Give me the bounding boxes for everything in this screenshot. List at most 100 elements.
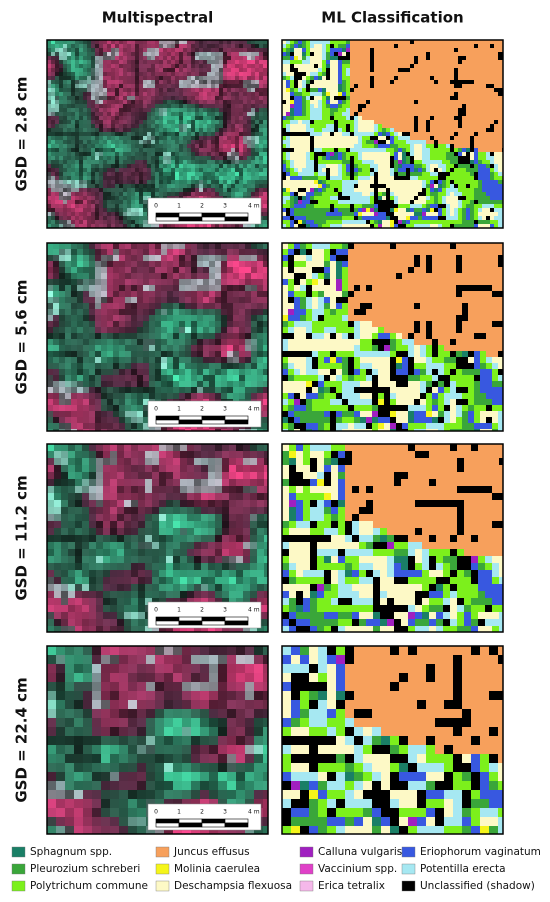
pixel bbox=[414, 84, 418, 88]
pixel bbox=[430, 64, 434, 68]
pixel bbox=[255, 140, 259, 144]
pixel bbox=[382, 188, 386, 192]
pixel bbox=[123, 84, 127, 88]
pixel bbox=[79, 152, 83, 156]
pixel bbox=[115, 156, 119, 160]
pixel bbox=[354, 152, 358, 156]
pixel bbox=[470, 204, 474, 208]
pixel bbox=[247, 100, 251, 104]
pixel bbox=[143, 76, 147, 80]
pixel bbox=[446, 164, 450, 168]
pixel bbox=[490, 184, 494, 188]
pixel bbox=[235, 72, 239, 76]
pixel bbox=[322, 40, 326, 44]
pixel bbox=[239, 48, 243, 52]
pixel bbox=[59, 180, 63, 184]
pixel bbox=[462, 204, 466, 208]
pixel bbox=[95, 84, 99, 88]
pixel bbox=[490, 52, 494, 56]
pixel bbox=[326, 200, 330, 204]
pixel bbox=[326, 100, 330, 104]
pixel bbox=[298, 140, 302, 144]
pixel bbox=[199, 224, 203, 228]
pixel bbox=[151, 56, 155, 60]
pixel bbox=[350, 180, 354, 184]
pixel bbox=[99, 168, 103, 172]
pixel bbox=[430, 188, 434, 192]
pixel bbox=[207, 172, 211, 176]
pixel bbox=[426, 104, 430, 108]
pixel bbox=[410, 40, 414, 44]
pixel bbox=[199, 56, 203, 60]
pixel bbox=[55, 200, 59, 204]
pixel bbox=[155, 192, 159, 196]
pixel bbox=[263, 96, 267, 100]
pixel bbox=[139, 44, 143, 48]
pixel bbox=[175, 112, 179, 116]
pixel bbox=[478, 172, 482, 176]
pixel bbox=[330, 56, 334, 60]
pixel bbox=[426, 116, 430, 120]
pixel bbox=[326, 172, 330, 176]
pixel bbox=[354, 96, 358, 100]
pixel bbox=[67, 140, 71, 144]
pixel bbox=[263, 108, 267, 112]
pixel bbox=[115, 196, 119, 200]
pixel bbox=[378, 140, 382, 144]
pixel bbox=[215, 188, 219, 192]
pixel bbox=[243, 120, 247, 124]
pixel bbox=[470, 92, 474, 96]
pixel bbox=[474, 112, 478, 116]
pixel bbox=[255, 48, 259, 52]
pixel bbox=[482, 204, 486, 208]
pixel bbox=[47, 168, 51, 172]
pixel bbox=[486, 176, 490, 180]
pixel bbox=[251, 64, 255, 68]
pixel bbox=[203, 144, 207, 148]
pixel bbox=[135, 140, 139, 144]
pixel bbox=[438, 40, 442, 44]
pixel bbox=[67, 200, 71, 204]
pixel bbox=[438, 124, 442, 128]
pixel bbox=[362, 72, 366, 76]
pixel bbox=[115, 192, 119, 196]
pixel bbox=[318, 56, 322, 60]
pixel bbox=[139, 112, 143, 116]
pixel bbox=[302, 40, 306, 44]
pixel bbox=[135, 112, 139, 116]
pixel bbox=[482, 152, 486, 156]
pixel bbox=[151, 188, 155, 192]
pixel bbox=[402, 104, 406, 108]
pixel bbox=[171, 108, 175, 112]
pixel bbox=[306, 60, 310, 64]
pixel bbox=[454, 40, 458, 44]
pixel bbox=[99, 56, 103, 60]
pixel bbox=[251, 124, 255, 128]
pixel bbox=[378, 68, 382, 72]
pixel bbox=[107, 68, 111, 72]
pixel bbox=[322, 144, 326, 148]
pixel bbox=[378, 64, 382, 68]
pixel bbox=[131, 184, 135, 188]
pixel bbox=[183, 68, 187, 72]
pixel bbox=[350, 200, 354, 204]
pixel bbox=[79, 192, 83, 196]
pixel bbox=[318, 52, 322, 56]
pixel bbox=[458, 172, 462, 176]
pixel bbox=[255, 100, 259, 104]
pixel bbox=[442, 44, 446, 48]
pixel bbox=[215, 68, 219, 72]
pixel bbox=[107, 80, 111, 84]
pixel bbox=[103, 224, 107, 228]
pixel bbox=[298, 60, 302, 64]
pixel bbox=[159, 156, 163, 160]
pixel bbox=[171, 112, 175, 116]
pixel bbox=[406, 204, 410, 208]
pixel bbox=[195, 56, 199, 60]
pixel bbox=[382, 156, 386, 160]
pixel bbox=[59, 40, 63, 44]
pixel bbox=[239, 80, 243, 84]
pixel bbox=[259, 40, 263, 44]
pixel bbox=[99, 100, 103, 104]
pixel bbox=[243, 108, 247, 112]
